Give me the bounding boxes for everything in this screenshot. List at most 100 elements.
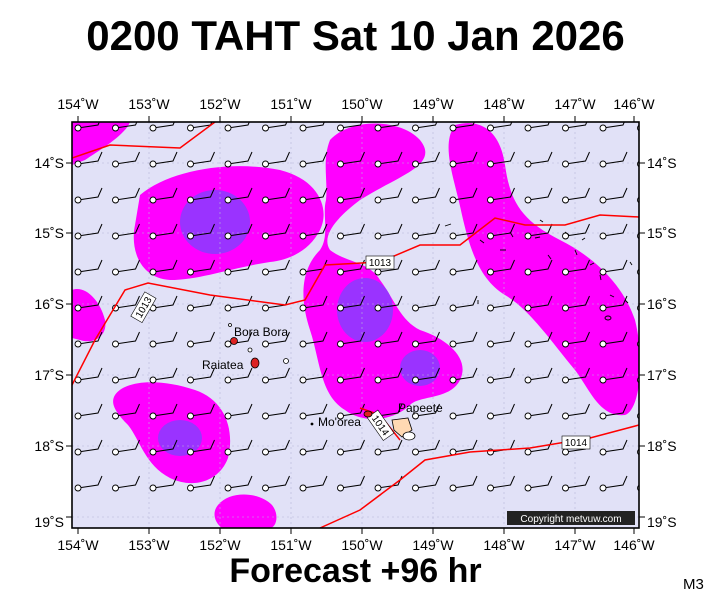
wind-barb [602, 187, 628, 201]
precip-area-far-west [72, 289, 106, 342]
wind-station-dot [599, 232, 607, 240]
wind-station-dot [562, 484, 569, 492]
wind-barb [115, 475, 140, 489]
tuamotu-atolls [444, 219, 633, 321]
wind-station-dot [374, 376, 382, 384]
wind-barb [565, 403, 590, 417]
wind-barb [490, 295, 515, 309]
wind-barb [115, 223, 140, 237]
wind-station-dot [149, 160, 157, 168]
isobar-label-1014-south: 1014 [561, 435, 591, 450]
wind-barb [602, 259, 628, 273]
wind-barb [340, 187, 365, 201]
wind-station-dot [562, 232, 569, 240]
svg-text:152˚W: 152˚W [199, 96, 241, 112]
svg-text:148˚W: 148˚W [483, 537, 525, 553]
wind-barb [265, 331, 290, 345]
map-frame [71, 121, 640, 529]
wind-station-dot [449, 232, 457, 240]
svg-text:18˚S: 18˚S [647, 438, 677, 454]
svg-text:149˚W: 149˚W [412, 96, 454, 112]
wind-barb [602, 439, 628, 453]
wind-station-dot [449, 376, 457, 384]
wind-barb [340, 151, 365, 165]
wind-station-dot [337, 376, 344, 384]
wind-station-dot [337, 124, 344, 132]
wind-station-dot [524, 448, 532, 456]
wind-station-dot [337, 448, 344, 456]
wind-barb [227, 259, 253, 273]
svg-text:15˚S: 15˚S [647, 225, 677, 241]
svg-text:1013: 1013 [369, 258, 392, 269]
wind-station-dot [74, 340, 82, 348]
copyright-box: Copyright metvuw.com [507, 511, 635, 525]
svg-text:154˚W: 154˚W [57, 537, 99, 553]
wind-barb [190, 403, 215, 417]
model-code: M3 [683, 576, 704, 593]
wind-barb [527, 475, 553, 489]
svg-text:153˚W: 153˚W [128, 537, 170, 553]
wind-station-dot [487, 160, 494, 168]
wind-barb [377, 403, 403, 417]
wind-barb [452, 439, 478, 453]
wind-barb [302, 367, 328, 381]
wind-barb [152, 122, 175, 129]
svg-text:153˚W: 153˚W [128, 96, 170, 112]
wind-barb [302, 223, 328, 237]
wind-station-dot [524, 376, 532, 384]
wind-barb [490, 259, 515, 273]
wind-station-dot [412, 448, 419, 456]
wind-barb [490, 367, 515, 381]
wind-barb [115, 122, 138, 129]
wind-barb [265, 187, 290, 201]
wind-barb [77, 439, 103, 453]
wind-barb [452, 295, 478, 309]
svg-text:151˚W: 151˚W [270, 537, 312, 553]
svg-text:146˚W: 146˚W [613, 537, 655, 553]
wind-barb [190, 367, 215, 381]
wind-station-dot [599, 160, 607, 168]
wind-station-dot [262, 304, 269, 312]
wind-barb [452, 187, 478, 201]
wind-barb [190, 439, 215, 453]
wind-station-dot [599, 268, 607, 276]
wind-barb [77, 403, 103, 417]
wind-barbs [74, 122, 665, 492]
wind-station-dot [337, 196, 344, 204]
precip-heavy-central [337, 278, 393, 342]
wind-barb [190, 259, 215, 273]
wind-barb [490, 187, 515, 201]
wind-station-dot [74, 484, 82, 492]
svg-text:149˚W: 149˚W [412, 537, 454, 553]
wind-station-dot [262, 484, 269, 492]
wind-station-dot [149, 124, 157, 132]
wind-barb [77, 367, 103, 381]
wind-barb [190, 223, 215, 237]
wind-station-dot [299, 160, 307, 168]
wind-barb [602, 223, 628, 237]
wind-barb [340, 439, 365, 453]
wind-station-dot [262, 196, 269, 204]
wind-station-dot [112, 232, 119, 240]
wind-barb [641, 332, 665, 344]
wind-barb [641, 260, 665, 272]
wind-station-dot [187, 232, 194, 240]
wind-station-dot [74, 304, 82, 312]
wind-station-dot [224, 340, 232, 348]
wind-station-dot [112, 124, 119, 132]
wind-barb [415, 403, 440, 417]
wind-barb [452, 259, 478, 273]
wind-barb [340, 331, 365, 345]
wind-station-dot [412, 412, 419, 420]
wind-station-dot [337, 304, 344, 312]
wind-barb [602, 367, 628, 381]
wind-barb [527, 439, 553, 453]
wind-station-dot [487, 484, 494, 492]
wind-station-dot [149, 484, 157, 492]
wind-station-dot [562, 268, 569, 276]
wind-station-dot [74, 448, 82, 456]
wind-station-dot [599, 376, 607, 384]
wind-station-dot [487, 412, 494, 420]
svg-text:17˚S: 17˚S [34, 367, 64, 383]
wind-station-dot [524, 124, 532, 132]
